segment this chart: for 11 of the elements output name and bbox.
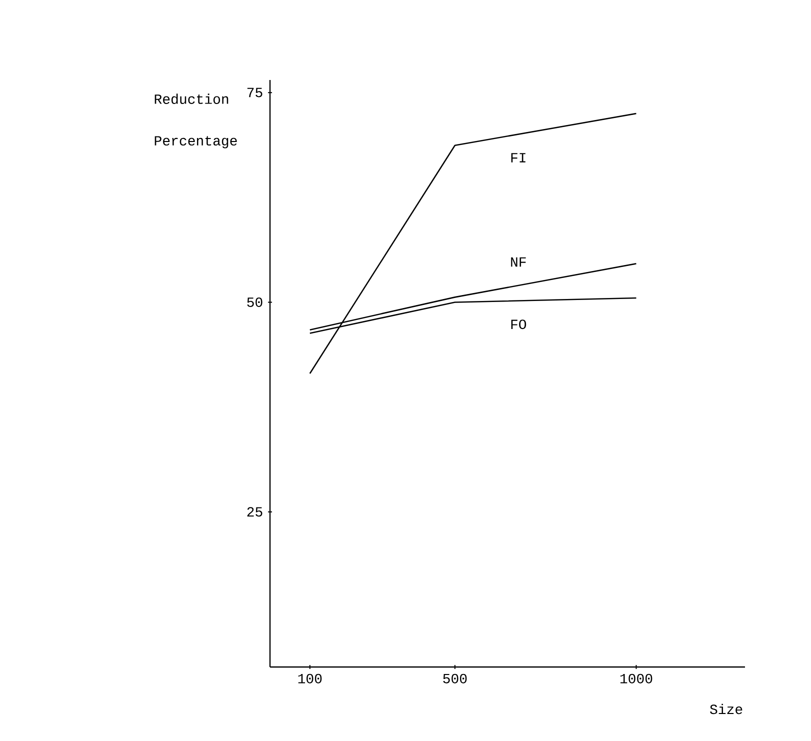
x-tick-label: 100 bbox=[298, 674, 322, 684]
y-tick-label: 25 bbox=[247, 507, 262, 517]
y-tick-label: 75 bbox=[247, 88, 262, 98]
text: Reduction Percentage bbox=[154, 94, 237, 148]
series-label: FI bbox=[511, 153, 526, 162]
x-axis-title: Size bbox=[710, 704, 742, 714]
x-tick-label: 1000 bbox=[620, 674, 652, 684]
x-tick-label: 500 bbox=[443, 674, 467, 684]
y-tick-label: 50 bbox=[247, 297, 262, 307]
series-label: FO bbox=[511, 320, 526, 330]
series-label: NF bbox=[511, 257, 526, 267]
